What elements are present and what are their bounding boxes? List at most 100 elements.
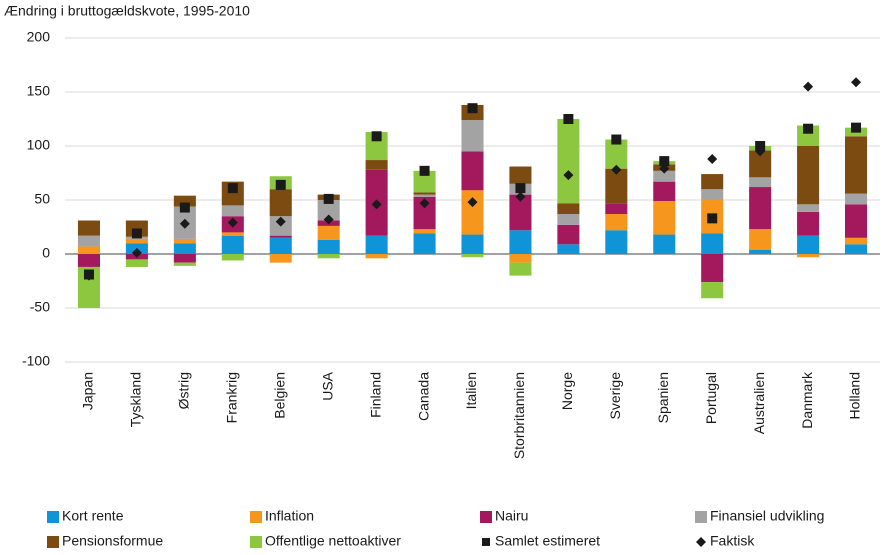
marker-diamond — [371, 199, 382, 210]
marker-square — [275, 179, 286, 190]
marker-square — [419, 165, 430, 176]
marker-square — [371, 131, 382, 142]
bar-segment — [77, 220, 100, 236]
bar-segment — [701, 189, 724, 200]
x-tick-label: Portugal — [703, 372, 719, 424]
bar-segment — [173, 238, 196, 244]
bar-segment — [269, 254, 292, 263]
marker-square — [131, 228, 142, 239]
x-tick-label: Japan — [80, 372, 96, 410]
bar-segment — [797, 125, 820, 146]
bar-segment — [365, 160, 388, 170]
x-tick-label: Spanien — [655, 372, 671, 423]
x-tick-label: Danmark — [799, 371, 815, 429]
bar-segment — [653, 170, 676, 182]
bar-segment — [77, 266, 100, 308]
y-tick-label: -100 — [22, 353, 50, 369]
legend-swatch — [482, 538, 490, 546]
x-tick-label: Storbritannien — [511, 372, 527, 459]
marker-diamond — [659, 163, 670, 174]
bar-segment — [317, 200, 340, 221]
bar-segment — [365, 131, 388, 161]
x-tick-label: Canada — [415, 372, 431, 421]
bar-segment — [749, 177, 772, 188]
marker-diamond — [515, 191, 526, 202]
y-tick-label: 150 — [27, 83, 51, 99]
bar-segment — [221, 232, 244, 236]
bar-segment — [77, 254, 100, 267]
y-tick-label: -50 — [30, 299, 50, 315]
bar-segment — [221, 254, 244, 261]
bar-segment — [269, 235, 292, 238]
bar-segment — [317, 225, 340, 240]
bar-segment — [77, 246, 100, 254]
bar-segment — [749, 249, 772, 254]
marker-diamond — [851, 77, 862, 88]
bar-segment — [701, 174, 724, 190]
bar-segment — [509, 254, 532, 263]
bar-segment — [845, 204, 868, 238]
bar-segment — [269, 189, 292, 217]
marker-square — [179, 202, 190, 213]
bar-segment — [797, 235, 820, 254]
bar-segment — [557, 224, 580, 245]
legend-label: Samlet estimeret — [495, 533, 600, 549]
marker-diamond — [275, 216, 286, 227]
marker-diamond — [707, 153, 718, 164]
bar-segment — [173, 254, 196, 263]
marker-diamond — [179, 218, 190, 229]
marker-square — [563, 114, 574, 124]
bar-segment — [605, 203, 628, 215]
bar-segment — [701, 254, 724, 283]
bar-segment — [749, 187, 772, 230]
bar-segment — [173, 195, 196, 207]
y-tick-label: 0 — [42, 245, 50, 261]
bar-segment — [653, 181, 676, 202]
bar-segment — [365, 235, 388, 254]
marker-diamond — [323, 214, 334, 225]
x-tick-label: Holland — [847, 372, 863, 419]
bar-segment — [845, 136, 868, 194]
bar-segment — [845, 237, 868, 245]
x-tick-label: Sverige — [607, 372, 623, 420]
bar-segment — [509, 262, 532, 276]
marker-diamond — [611, 164, 622, 175]
legend-label: Offentlige nettoaktiver — [265, 533, 401, 549]
bar-segment — [605, 230, 628, 254]
bar-segment — [605, 168, 628, 204]
bar-segment — [317, 254, 340, 259]
legend-swatch — [696, 537, 706, 547]
bar-segment — [317, 239, 340, 254]
x-tick-label: Norge — [559, 372, 575, 410]
bar-segment — [653, 234, 676, 254]
bar-segment — [749, 229, 772, 250]
bar-segment — [125, 259, 148, 267]
bar-segment — [605, 214, 628, 231]
marker-square — [755, 141, 766, 151]
bar-segment — [797, 211, 820, 236]
x-tick-label: Belgien — [271, 372, 287, 419]
y-axis-title: Ændring i bruttogældskvote, 1995-2010 — [4, 3, 250, 19]
bar-segment — [557, 214, 580, 225]
x-tick-label: Tyskland — [128, 372, 144, 427]
marker-diamond — [467, 197, 478, 208]
marker-diamond — [131, 247, 142, 258]
x-tick-label: Australien — [751, 372, 767, 434]
x-tick-label: Italien — [463, 372, 479, 409]
bar-segment — [509, 230, 532, 254]
bar-segment — [221, 235, 244, 254]
marker-diamond — [83, 270, 94, 281]
bar-segment — [653, 201, 676, 235]
bar-segment — [557, 203, 580, 215]
legend-swatch — [695, 511, 707, 523]
bar-segment — [845, 193, 868, 205]
bar-segment — [557, 119, 580, 204]
legend-swatch — [250, 536, 262, 548]
bar-segment — [461, 254, 484, 258]
bar-segment — [845, 244, 868, 254]
marker-square — [467, 103, 478, 114]
bar-segment — [461, 120, 484, 152]
bar-segment — [77, 235, 100, 247]
legend-label: Nairu — [495, 508, 528, 524]
marker-diamond — [419, 198, 430, 209]
